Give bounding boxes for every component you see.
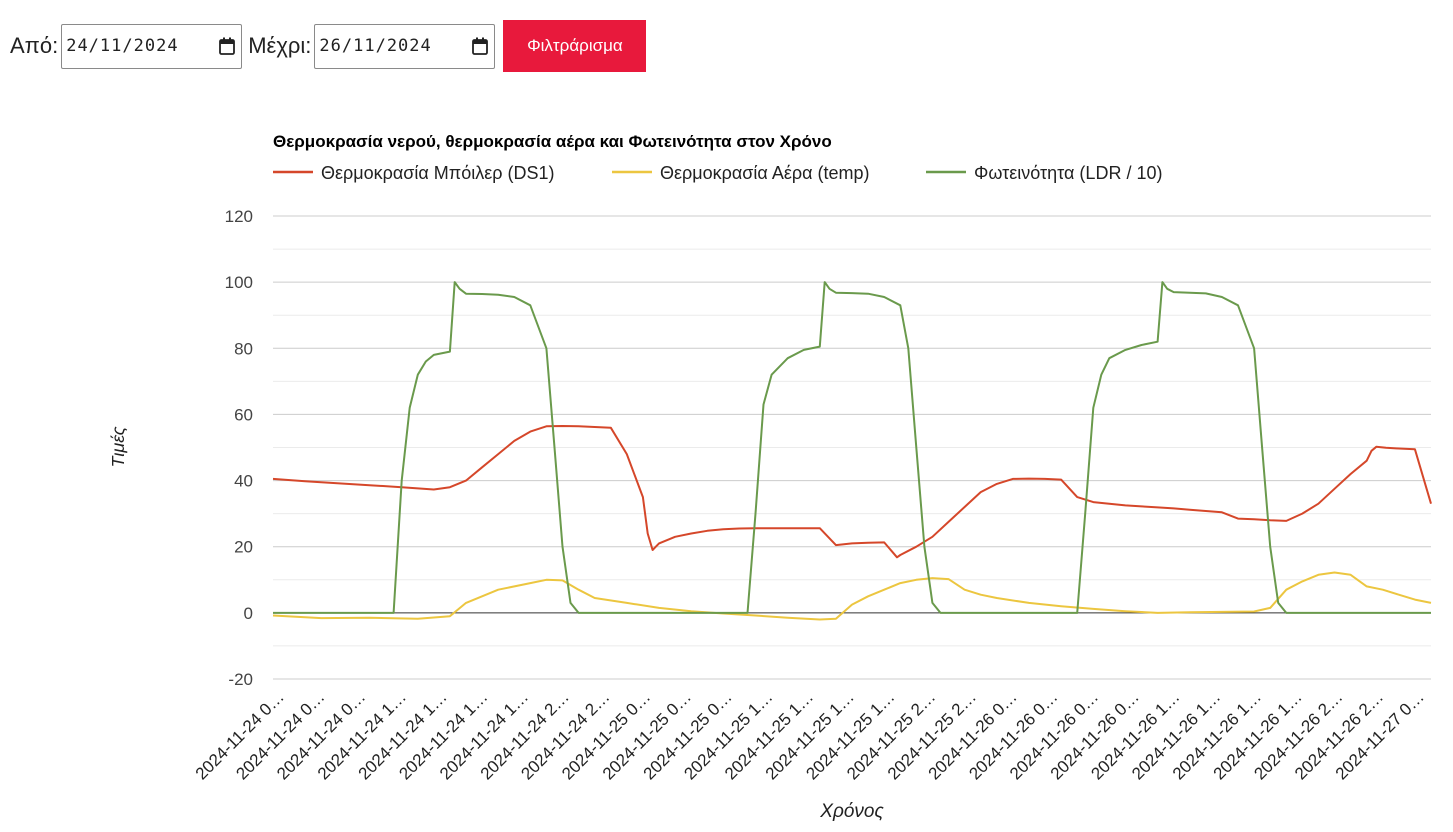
legend-label: Φωτεινότητα (LDR / 10) xyxy=(974,163,1162,183)
from-label: Από: xyxy=(10,33,59,58)
chart-series xyxy=(272,281,1432,621)
legend-item[interactable]: Φωτεινότητα (LDR / 10) xyxy=(926,163,1162,183)
from-date-input[interactable]: 24/11/2024 xyxy=(61,23,243,69)
to-date-input[interactable]: 26/11/2024 xyxy=(314,23,496,69)
series-line xyxy=(272,571,1432,621)
legend-item[interactable]: Θερμοκρασία Αέρα (temp) xyxy=(612,163,870,183)
chart-grid xyxy=(273,215,1431,680)
x-axis-ticks: 2024-11-24 0…2024-11-24 0…2024-11-24 0…2… xyxy=(192,687,1428,783)
y-tick-label: 100 xyxy=(225,273,253,292)
chart-legend: Θερμοκρασία Μπόιλερ (DS1) Θερμοκρασία Αέρ… xyxy=(273,163,1162,183)
series-line xyxy=(273,281,1431,614)
calendar-icon[interactable] xyxy=(219,37,236,55)
date-filter-bar: Από: 24/11/2024 Μέχρι: 26/11/2024 Φιλτρά… xyxy=(10,20,647,72)
x-axis-label: Χρόνος xyxy=(819,801,884,822)
y-tick-label: 120 xyxy=(225,207,253,226)
y-axis-ticks: -20 0 20 40 60 80 100 120 xyxy=(225,207,253,689)
filter-button[interactable]: Φιλτράρισμα xyxy=(503,20,647,72)
y-tick-label: 60 xyxy=(234,405,253,424)
y-tick-label: 80 xyxy=(234,339,253,358)
y-tick-label: -20 xyxy=(228,670,253,689)
from-date-value: 24/11/2024 xyxy=(66,36,179,56)
y-tick-label: 20 xyxy=(234,538,253,557)
calendar-icon[interactable] xyxy=(472,37,489,55)
series-line xyxy=(272,425,1432,559)
legend-item[interactable]: Θερμοκρασία Μπόιλερ (DS1) xyxy=(273,163,555,183)
legend-label: Θερμοκρασία Μπόιλερ (DS1) xyxy=(321,163,555,183)
to-label: Μέχρι: xyxy=(248,33,312,58)
chart-title: Θερμοκρασία νερού, θερμοκρασία αέρα και … xyxy=(273,132,832,151)
to-date-value: 26/11/2024 xyxy=(319,36,432,56)
y-tick-label: 0 xyxy=(244,604,253,623)
y-tick-label: 40 xyxy=(234,472,253,491)
legend-label: Θερμοκρασία Αέρα (temp) xyxy=(660,163,870,183)
y-axis-label: Τιμές xyxy=(108,426,128,467)
